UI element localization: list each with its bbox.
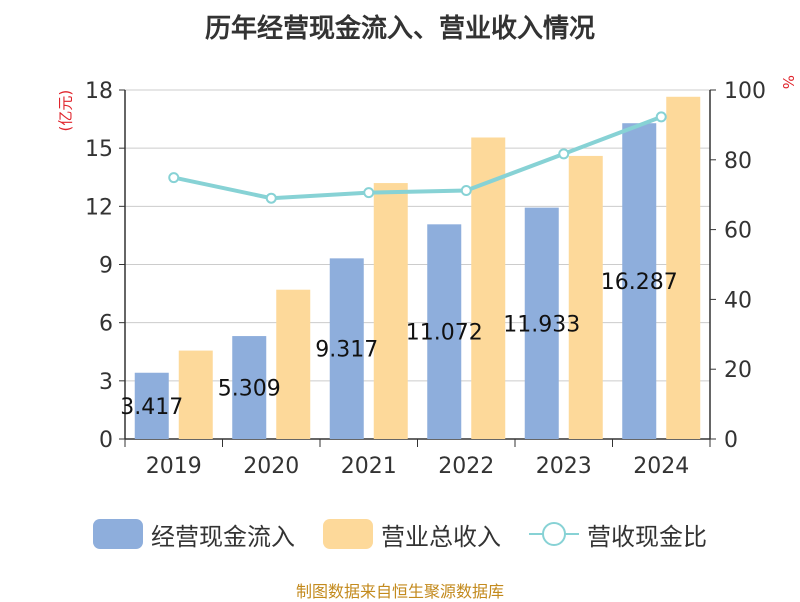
right-tick-label: 0 (724, 428, 738, 453)
legend-label-ratio: 营收现金比 (587, 522, 707, 551)
bar-revenue (373, 183, 408, 439)
data-label-cash-inflow: 9.317 (315, 338, 378, 363)
legend-item-ratio[interactable]: 营收现金比 (529, 517, 707, 552)
ratio-point (655, 111, 667, 123)
legend-swatch-ratio (529, 519, 579, 549)
ratio-point (558, 148, 570, 160)
x-tick-label: 2020 (243, 454, 299, 479)
left-tick-label: 0 (99, 428, 113, 453)
right-tick-label: 80 (724, 149, 752, 174)
ratio-point (265, 192, 277, 204)
bar-cash-inflow (232, 336, 267, 439)
legend-label-cash-inflow: 经营现金流入 (151, 522, 295, 551)
bar-revenue (276, 289, 311, 439)
legend-item-cash-inflow[interactable]: 经营现金流入 (93, 517, 295, 552)
x-tick-label: 2019 (146, 454, 202, 479)
right-tick-label: 60 (724, 219, 752, 244)
bar-revenue (568, 155, 603, 439)
legend-item-revenue[interactable]: 营业总收入 (323, 517, 501, 552)
ratio-point (168, 172, 180, 184)
bar-cash-inflow (427, 224, 462, 439)
data-label-cash-inflow: 11.933 (503, 312, 580, 337)
bar-cash-inflow (622, 123, 657, 439)
left-tick-label: 3 (99, 370, 113, 395)
x-tick-label: 2021 (341, 454, 397, 479)
legend-swatch-cash-inflow (93, 519, 143, 549)
bar-cash-inflow (134, 372, 169, 439)
chart-title: 历年经营现金流入、营业收入情况 (204, 14, 595, 44)
right-tick-label: 20 (724, 358, 752, 383)
bar-revenue (178, 350, 213, 439)
legend: 经营现金流入 营业总收入 营收现金比 (0, 512, 800, 556)
bar-cash-inflow (329, 258, 364, 439)
bar-revenue (666, 96, 701, 440)
x-tick-label: 2023 (536, 454, 592, 479)
left-tick-label: 15 (85, 137, 113, 162)
left-tick-label: 6 (99, 312, 113, 337)
left-tick-label: 9 (99, 254, 113, 279)
data-label-cash-inflow: 11.072 (406, 321, 483, 346)
data-label-cash-inflow: 5.309 (218, 377, 281, 402)
legend-label-revenue: 营业总收入 (381, 522, 501, 551)
x-tick-label: 2024 (633, 454, 689, 479)
x-tick-label: 2022 (438, 454, 494, 479)
right-tick-label: 40 (724, 288, 752, 313)
ratio-line (173, 115, 662, 201)
left-tick-label: 18 (85, 79, 113, 104)
bar-cash-inflow (524, 207, 559, 439)
data-label-cash-inflow: 3.417 (120, 395, 183, 420)
left-tick-label: 12 (85, 195, 113, 220)
ratio-point (363, 187, 375, 199)
legend-swatch-revenue (323, 519, 373, 549)
right-tick-label: 100 (724, 79, 766, 104)
ratio-point (460, 185, 472, 197)
data-label-cash-inflow: 16.287 (601, 270, 678, 295)
source-note: 制图数据来自恒生聚源数据库 (295, 582, 504, 601)
